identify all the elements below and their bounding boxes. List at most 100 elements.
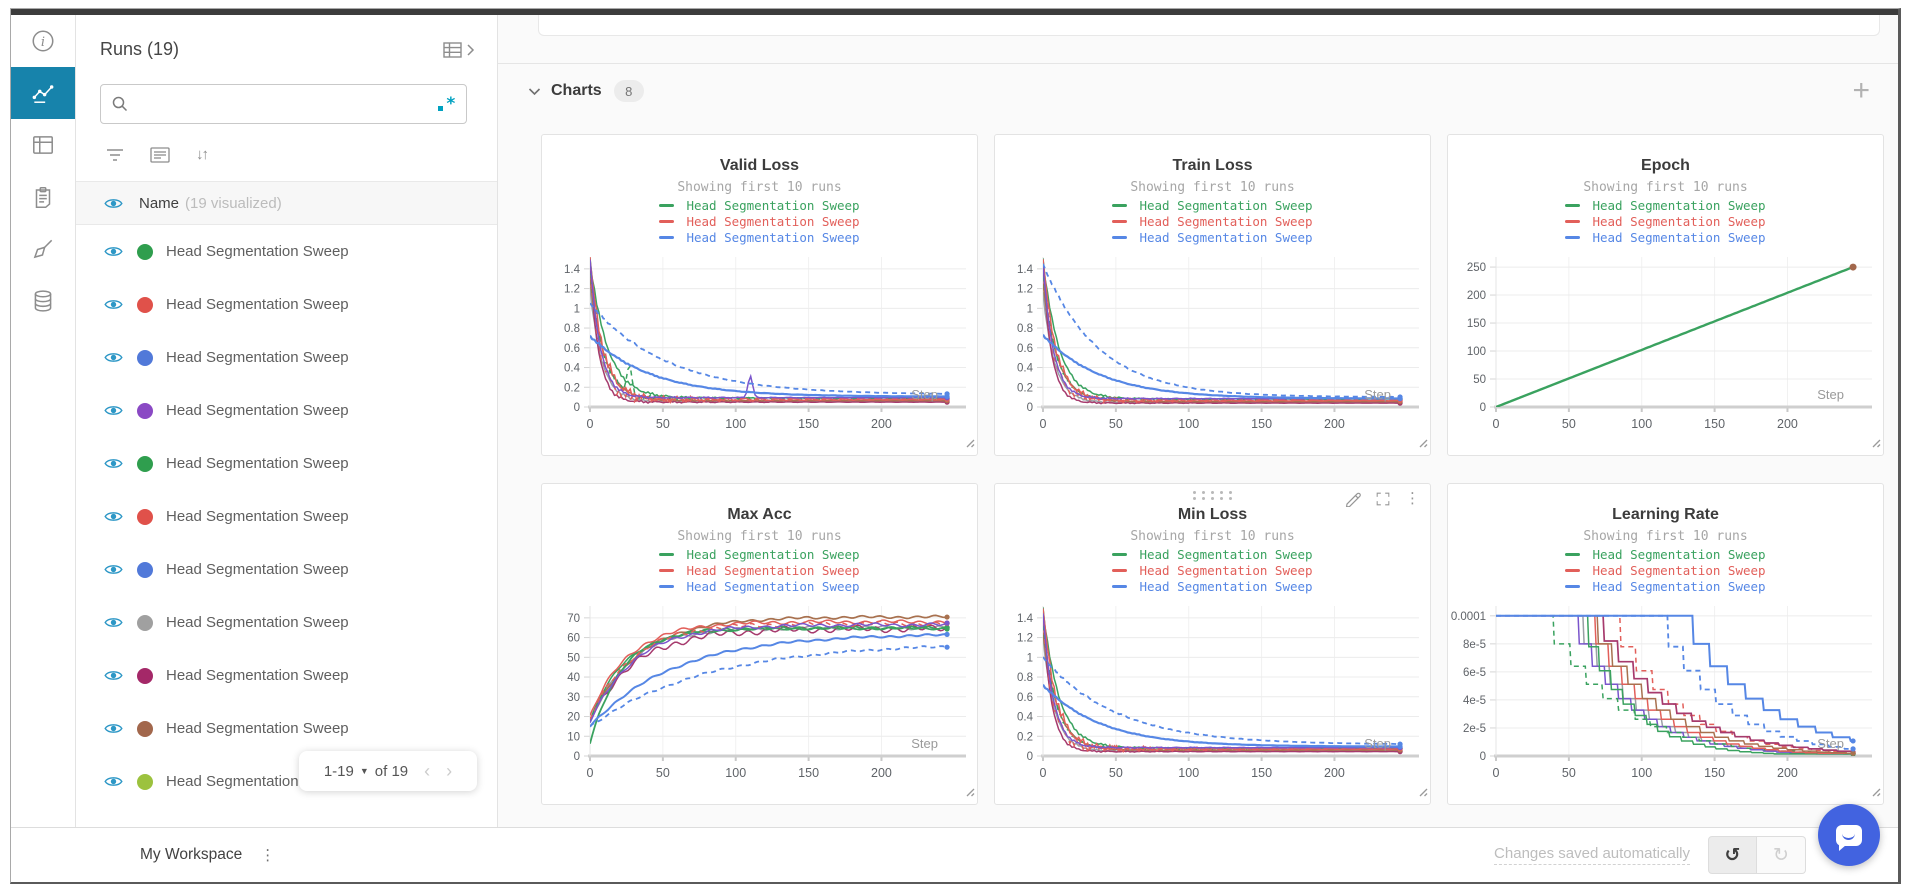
- add-panel-button[interactable]: +: [1852, 74, 1870, 107]
- run-color-dot: [137, 243, 153, 260]
- chart-panel[interactable]: ⋮ Valid Loss Showing first 10 runs Head …: [541, 134, 978, 456]
- legend-entry: Head Segmentation Sweep: [542, 213, 977, 229]
- legend-label: Head Segmentation Sweep: [686, 197, 860, 213]
- legend-label: Head Segmentation Sweep: [686, 213, 860, 229]
- resize-handle[interactable]: [965, 784, 975, 802]
- chart-panel[interactable]: ⋮ Max Acc Showing first 10 runs Head Seg…: [541, 483, 978, 805]
- run-row[interactable]: Head Segmentation Sweep: [76, 490, 497, 543]
- nav-overview-button[interactable]: i: [11, 15, 75, 67]
- svg-text:0.0001: 0.0001: [1451, 611, 1486, 623]
- chart-panel[interactable]: ⋮ Min Loss Showing first 10 runs Head Se…: [994, 483, 1431, 805]
- chart-plot[interactable]: 0 50 100 150 200 0 2e-5 4e-5 6e-5 8e-5 0.0001 Step: [1448, 596, 1885, 801]
- eye-icon[interactable]: [104, 722, 123, 735]
- nav-sweeps-button[interactable]: [11, 223, 75, 275]
- nav-table-button[interactable]: [11, 119, 75, 171]
- chart-plot[interactable]: 0 50 100 150 200 0 10 20 30 40 50 60 70 Step: [542, 596, 979, 801]
- svg-text:8e-5: 8e-5: [1463, 639, 1486, 651]
- runs-table-toggle-button[interactable]: [442, 40, 475, 60]
- svg-text:4e-5: 4e-5: [1463, 695, 1486, 707]
- filter-button[interactable]: [106, 148, 124, 162]
- redo-button[interactable]: ↻: [1757, 836, 1806, 874]
- fullscreen-icon[interactable]: [1375, 491, 1391, 507]
- legend-entry: Head Segmentation Sweep: [1448, 578, 1883, 594]
- chart-plot[interactable]: 0 50 100 150 200 0 50 100 150 200 250 Step: [1448, 247, 1885, 452]
- run-row[interactable]: Head Segmentation Sweep: [76, 278, 497, 331]
- chart-plot[interactable]: 0 50 100 150 200 0 0.2 0.4 0.6 0.8 1 1.2 1.4 Step: [995, 596, 1432, 801]
- collapsed-section-panel: [538, 15, 1880, 36]
- resize-handle[interactable]: [1418, 784, 1428, 802]
- chevron-right-icon: [467, 43, 475, 56]
- legend-entry: Head Segmentation Sweep: [542, 229, 977, 245]
- sort-button[interactable]: ↓↑: [196, 146, 209, 163]
- legend-dash: [1112, 552, 1128, 556]
- prev-page-button[interactable]: ‹: [424, 760, 431, 781]
- window-top-edge: [11, 9, 1898, 15]
- resize-handle[interactable]: [1871, 435, 1881, 453]
- run-row[interactable]: Head Segmentation Sweep: [76, 331, 497, 384]
- svg-text:0: 0: [1493, 417, 1500, 431]
- nav-notes-button[interactable]: [11, 171, 75, 223]
- run-row[interactable]: Head Segmentation Sweep: [76, 596, 497, 649]
- eye-icon[interactable]: [104, 404, 123, 417]
- resize-handle[interactable]: [1871, 784, 1881, 802]
- regex-toggle-icon[interactable]: *: [437, 94, 456, 114]
- eye-icon[interactable]: [104, 245, 123, 258]
- svg-text:200: 200: [1467, 290, 1486, 302]
- resize-handle[interactable]: [965, 435, 975, 453]
- run-name-label: Head Segmentation Sweep: [166, 349, 349, 366]
- run-row[interactable]: Head Segmentation Sweep: [76, 225, 497, 278]
- svg-text:1.4: 1.4: [1017, 613, 1034, 625]
- legend-label: Head Segmentation Sweep: [686, 229, 860, 245]
- legend-label: Head Segmentation Sweep: [686, 546, 860, 562]
- chart-panel[interactable]: ⋮ Learning Rate Showing first 10 runs He…: [1447, 483, 1884, 805]
- page-range-label[interactable]: 1-19: [323, 762, 354, 780]
- runs-name-header-row[interactable]: Name (19 visualized): [76, 181, 497, 225]
- undo-button[interactable]: ↺: [1708, 836, 1757, 874]
- run-color-dot: [137, 720, 153, 737]
- group-button[interactable]: [150, 146, 170, 163]
- run-list: Head Segmentation Sweep Head Segmentatio…: [76, 225, 497, 808]
- chevron-down-icon: [528, 87, 541, 95]
- svg-text:250: 250: [1467, 262, 1486, 274]
- edit-pencil-icon[interactable]: [1344, 490, 1361, 507]
- eye-icon[interactable]: [104, 351, 123, 364]
- eye-icon[interactable]: [104, 298, 123, 311]
- next-page-button[interactable]: ›: [446, 760, 453, 781]
- chat-support-button[interactable]: [1818, 804, 1880, 866]
- list-settings-icon: [150, 146, 170, 163]
- runs-search-input[interactable]: [137, 95, 438, 113]
- resize-handle[interactable]: [1418, 435, 1428, 453]
- nav-artifacts-button[interactable]: [11, 275, 75, 327]
- run-row[interactable]: Head Segmentation Sweep: [76, 543, 497, 596]
- run-row[interactable]: Head Segmentation Sweep: [76, 649, 497, 702]
- eye-icon[interactable]: [104, 563, 123, 576]
- workspace-menu-icon[interactable]: ⋮: [260, 846, 276, 864]
- svg-text:70: 70: [567, 613, 580, 625]
- legend-dash: [659, 552, 675, 556]
- legend-entry: Head Segmentation Sweep: [542, 546, 977, 562]
- workspace-title[interactable]: My Workspace: [140, 846, 243, 863]
- chart-panel[interactable]: ⋮ Epoch Showing first 10 runs Head Segme…: [1447, 134, 1884, 456]
- section-collapse-button[interactable]: [528, 87, 541, 96]
- eye-icon[interactable]: [104, 457, 123, 470]
- chart-plot[interactable]: 0 50 100 150 200 0 0.2 0.4 0.6 0.8 1 1.2 1.4 Step: [542, 247, 979, 452]
- eye-icon[interactable]: [104, 669, 123, 682]
- chart-panel[interactable]: ⋮ Train Loss Showing first 10 runs Head …: [994, 134, 1431, 456]
- workspace-main: Charts 8 +: [498, 15, 1898, 827]
- run-row[interactable]: Head Segmentation Sweep: [76, 437, 497, 490]
- panel-menu-icon[interactable]: ⋮: [1405, 489, 1420, 507]
- run-row[interactable]: Head Segmentation Sweep: [76, 384, 497, 437]
- run-row[interactable]: Head Segmentation Sweep: [76, 702, 497, 755]
- nav-charts-button[interactable]: [11, 67, 75, 119]
- autosave-status-label: Changes saved automatically: [1494, 845, 1690, 865]
- eye-icon[interactable]: [104, 510, 123, 523]
- legend-dash: [659, 219, 675, 223]
- run-color-dot: [137, 349, 153, 366]
- eye-icon[interactable]: [104, 775, 123, 788]
- eye-icon: [104, 198, 123, 208]
- legend-entry: Head Segmentation Sweep: [1448, 562, 1883, 578]
- eye-icon[interactable]: [104, 616, 123, 629]
- left-nav-rail: i: [11, 15, 76, 827]
- chart-plot[interactable]: 0 50 100 150 200 0 0.2 0.4 0.6 0.8 1 1.2 1.4 Step: [995, 247, 1432, 452]
- drag-handle-icon[interactable]: [1192, 491, 1233, 500]
